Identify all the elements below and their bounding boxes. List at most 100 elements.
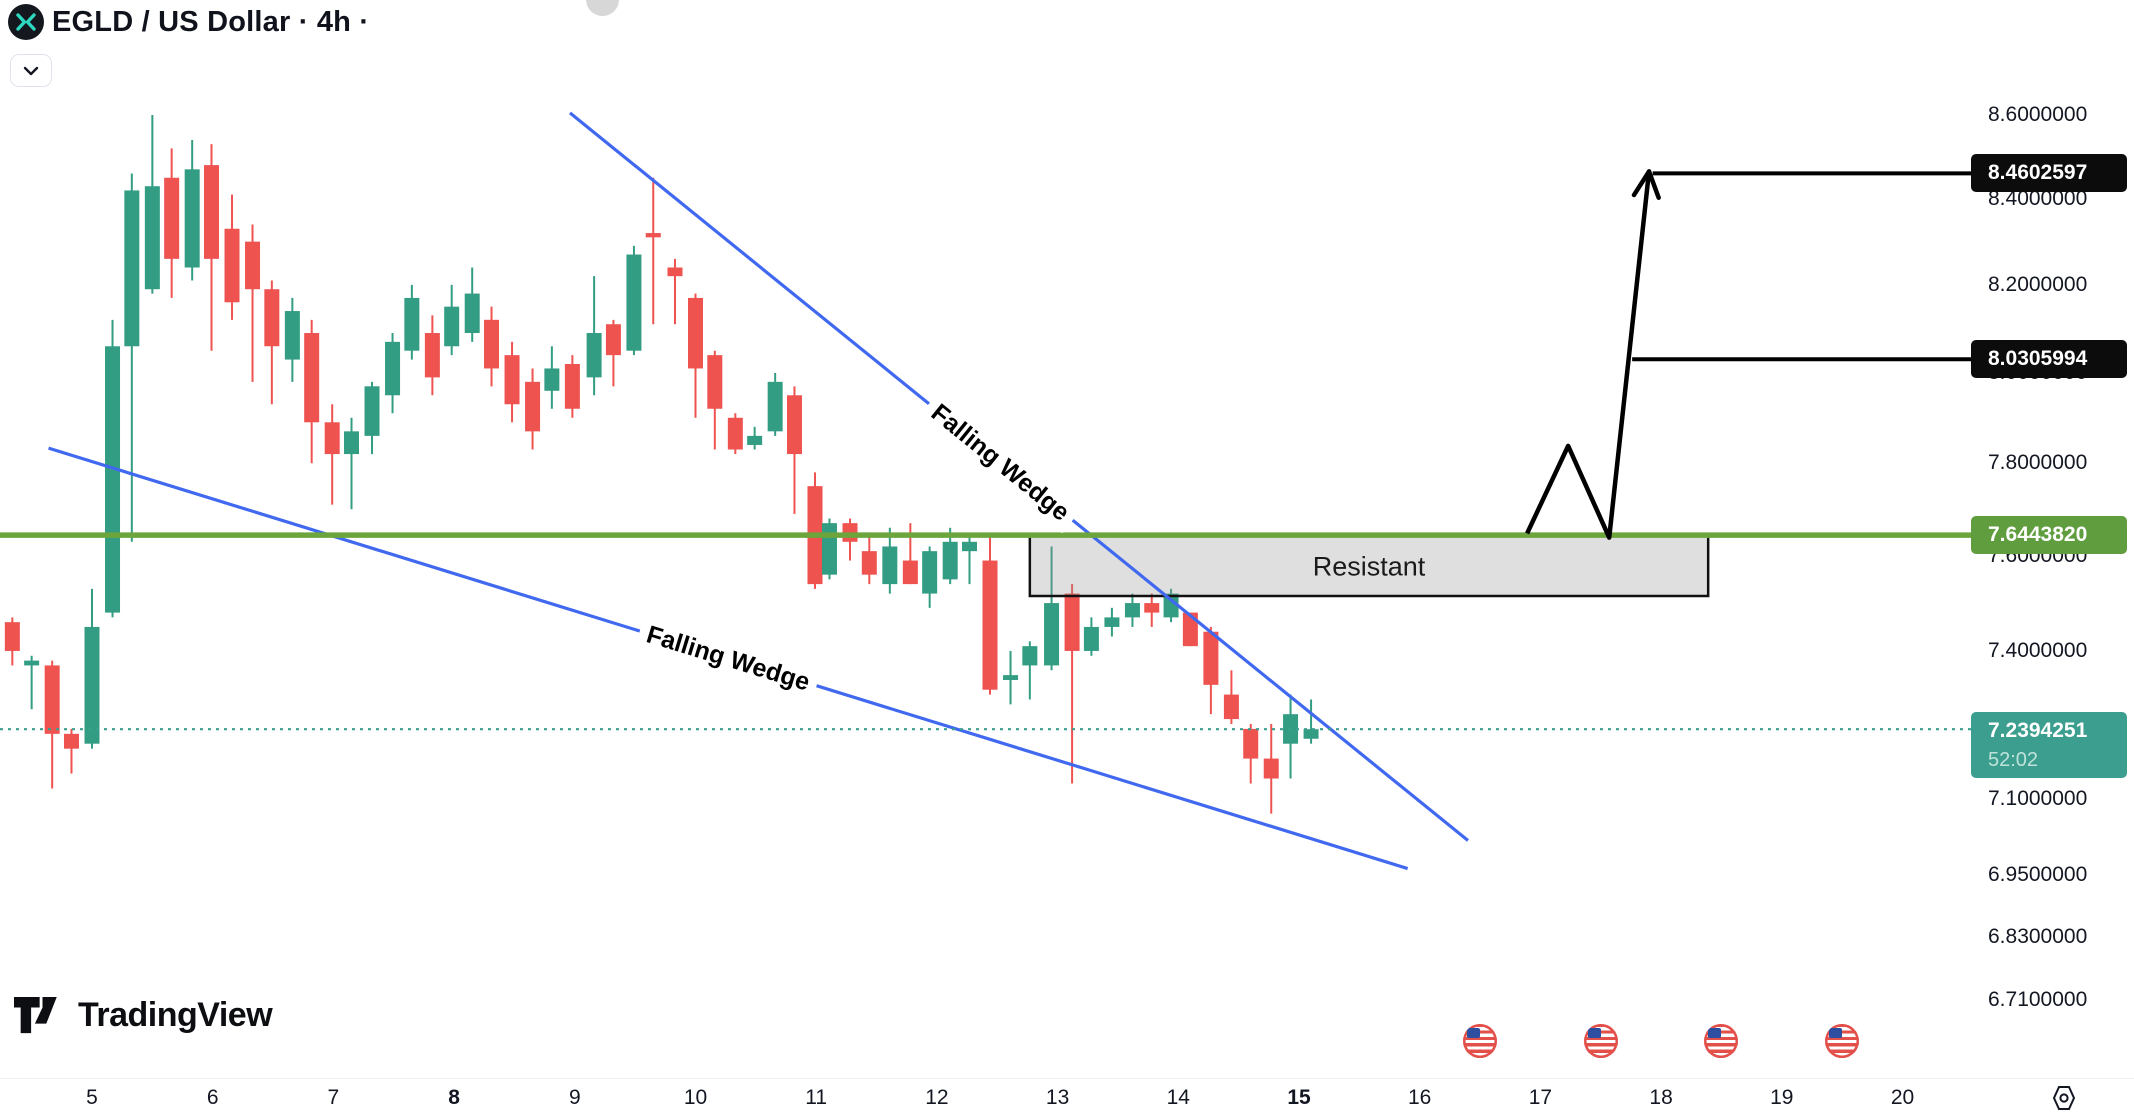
time-tick-label: 5 [86, 1086, 98, 1109]
support-price-tag: 7.6443820 [1971, 516, 2127, 555]
candle-body [84, 626, 100, 744]
candle-body [245, 241, 261, 290]
candle-body [1124, 603, 1140, 618]
candle-body [1003, 675, 1019, 680]
candle-body [1022, 646, 1038, 666]
candle-body [1163, 593, 1179, 618]
price-tick-label: 8.2000000 [1988, 272, 2088, 296]
candle-body [124, 190, 140, 347]
price-axis[interactable]: 8.60000008.40000008.20000008.00000007.80… [1971, 0, 2134, 1078]
price-tick-label: 8.4000000 [1988, 186, 2088, 210]
gear-icon[interactable] [2049, 1083, 2079, 1113]
candle-body [264, 289, 280, 347]
target-price-tag: 8.0305994 [1971, 340, 2127, 379]
candle-body [1303, 729, 1319, 739]
target-price-tag: 8.4602597 [1971, 154, 2127, 193]
candle-body [727, 417, 743, 450]
candle-body [942, 541, 958, 580]
time-tick-label: 9 [568, 1086, 581, 1109]
candle-body [444, 306, 460, 347]
time-tick-label: 8 [448, 1086, 460, 1109]
candle-body [882, 546, 898, 585]
candle-body [404, 297, 420, 351]
candle-body [4, 622, 20, 651]
us-flag-icon[interactable] [1704, 1024, 1739, 1058]
collapse-legend-button[interactable] [10, 54, 52, 87]
candle-body [667, 267, 683, 277]
candle-body [1083, 626, 1099, 651]
tradingview-mark-icon [14, 996, 57, 1033]
candle-body [304, 333, 320, 423]
time-tick-label: 16 [1408, 1086, 1432, 1109]
time-tick-label: 7 [327, 1086, 340, 1109]
projection-arrow-path [1525, 171, 1652, 540]
time-tick-label: 6 [206, 1086, 219, 1109]
candle-body [144, 186, 160, 290]
chart-canvas[interactable]: Resistant Falling Wedge Falling Wedge [0, 0, 1975, 1078]
candle-body [464, 293, 480, 334]
us-flag-icon[interactable] [1583, 1024, 1618, 1058]
candle-body [284, 311, 300, 360]
candle-body [922, 551, 938, 594]
time-axis[interactable]: 5 6 7 8 9 10 11 12 13 14 15 16 17 18 19 20 [0, 1078, 2134, 1116]
candle-body [982, 560, 998, 690]
time-tick-label: 10 [683, 1086, 708, 1109]
candle-body [961, 541, 977, 552]
candle-body [544, 368, 560, 391]
candle-body [626, 254, 642, 351]
symbol-logo-multiversx-icon [8, 4, 44, 40]
current-price-tag: 7.2394251 52:02 [1971, 712, 2127, 779]
candle-body [902, 560, 918, 585]
candle-body [1243, 728, 1259, 759]
price-tick-label: 6.9500000 [1988, 862, 2088, 886]
price-tick-label: 6.7100000 [1988, 988, 2088, 1012]
candlestick-plot [0, 111, 1975, 871]
us-flag-icon[interactable] [1463, 1024, 1498, 1058]
candle-body [707, 355, 723, 409]
us-flag-icon[interactable] [1825, 1024, 1860, 1058]
candle-body [1203, 631, 1219, 685]
tradingview-wordmark: TradingView [78, 996, 273, 1034]
countdown-timer: 52:02 [1988, 749, 2039, 772]
projection-arrowhead [1631, 169, 1652, 198]
symbol-title[interactable]: EGLD / US Dollar · 4h · [52, 6, 370, 38]
candle-body [645, 233, 661, 238]
candle-body [105, 346, 121, 613]
resistance-zone [1029, 537, 1709, 596]
candle-body [1144, 603, 1160, 613]
partial-logo-circle [586, 0, 619, 16]
price-tick-label: 8.6000000 [1988, 103, 2088, 126]
candle-body [344, 431, 360, 455]
time-tick-label: 18 [1649, 1086, 1673, 1109]
candle-body [44, 665, 60, 734]
candle-body [385, 341, 401, 396]
time-tick-label: 20 [1890, 1086, 1915, 1109]
resistance-zone-label[interactable]: Resistant [1312, 551, 1426, 582]
candle-body [688, 297, 703, 369]
time-tick-label: 13 [1045, 1086, 1070, 1109]
candle-body [767, 381, 783, 432]
candle-body [504, 355, 520, 405]
candle-body [224, 228, 240, 303]
candle-body [1044, 603, 1060, 666]
candle-body [164, 177, 180, 259]
time-tick-label: 12 [925, 1086, 949, 1109]
candle-body [184, 169, 200, 268]
candle-body [424, 333, 440, 378]
candle-body [203, 165, 219, 259]
price-tick-label: 7.1000000 [1988, 786, 2088, 810]
candle-body [324, 422, 340, 455]
chevron-down-icon [23, 66, 39, 75]
candle-body [63, 733, 79, 749]
candle-body [1064, 593, 1080, 651]
candle-body [1182, 612, 1198, 647]
resistance-zone-border [1028, 537, 1710, 598]
time-tick-label: 15 [1287, 1086, 1311, 1109]
tradingview-logo[interactable]: TradingView [14, 996, 273, 1035]
candle-body [564, 364, 580, 409]
projection-arrowhead [1646, 169, 1661, 200]
candle-body [1104, 617, 1120, 627]
time-tick-label: 17 [1528, 1086, 1553, 1109]
candle-body [525, 381, 541, 432]
